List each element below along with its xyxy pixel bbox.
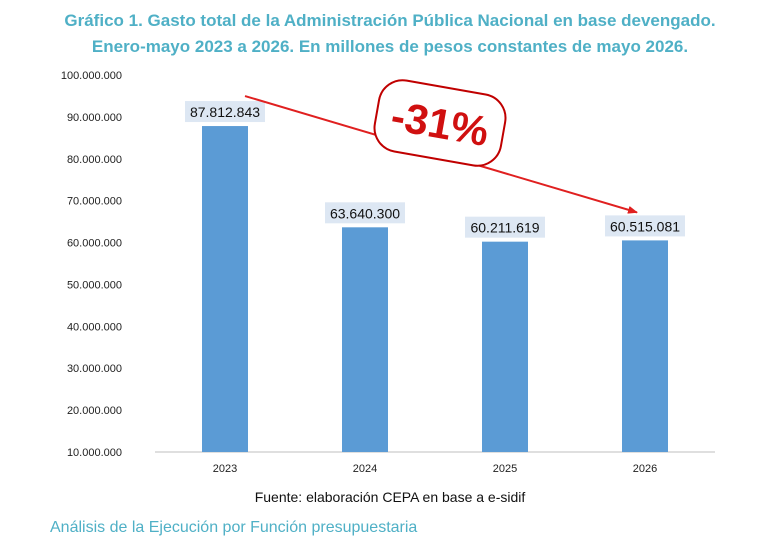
footer-section-title: Análisis de la Ejecución por Función pre… bbox=[50, 519, 418, 536]
x-tick-label: 2026 bbox=[633, 463, 657, 475]
y-tick-label: 50.000.000 bbox=[67, 279, 122, 291]
source-note: Fuente: elaboración CEPA en base a e-sid… bbox=[254, 489, 526, 505]
x-tick-label: 2024 bbox=[353, 463, 377, 475]
data-label-background bbox=[465, 216, 545, 238]
data-label: 60.515.081 bbox=[610, 218, 680, 234]
y-tick-label: 40.000.000 bbox=[67, 321, 122, 333]
y-tick-label: 70.000.000 bbox=[67, 196, 122, 208]
y-tick-label: 30.000.000 bbox=[67, 363, 122, 375]
data-label-background bbox=[325, 202, 405, 224]
y-tick-label: 20.000.000 bbox=[67, 405, 122, 417]
change-badge: -31% bbox=[373, 79, 507, 167]
data-label-background bbox=[605, 215, 685, 237]
data-label: 60.211.619 bbox=[470, 220, 539, 236]
bar bbox=[622, 240, 668, 452]
y-tick-label: 80.000.000 bbox=[67, 154, 122, 166]
bar bbox=[342, 227, 388, 452]
x-tick-label: 2025 bbox=[493, 463, 517, 475]
y-tick-label: 10.000.000 bbox=[67, 447, 122, 459]
chart-title-line-2: Enero-mayo 2023 a 2026. En millones de p… bbox=[91, 37, 689, 56]
change-badge-border bbox=[373, 79, 507, 167]
data-label: 63.640.300 bbox=[330, 205, 400, 221]
chart-title: Gráfico 1. Gasto total de la Administrac… bbox=[0, 8, 780, 60]
x-tick-label: 2023 bbox=[213, 463, 237, 475]
chart-title-line-1: Gráfico 1. Gasto total de la Administrac… bbox=[64, 11, 716, 30]
bar bbox=[202, 126, 248, 452]
data-label: 87.812.843 bbox=[190, 104, 260, 120]
bar bbox=[482, 241, 528, 452]
data-label-background bbox=[185, 101, 265, 123]
y-tick-label: 90.000.000 bbox=[67, 112, 122, 124]
y-tick-label: 60.000.000 bbox=[67, 238, 122, 250]
y-tick-label: 100.000.000 bbox=[61, 70, 122, 82]
